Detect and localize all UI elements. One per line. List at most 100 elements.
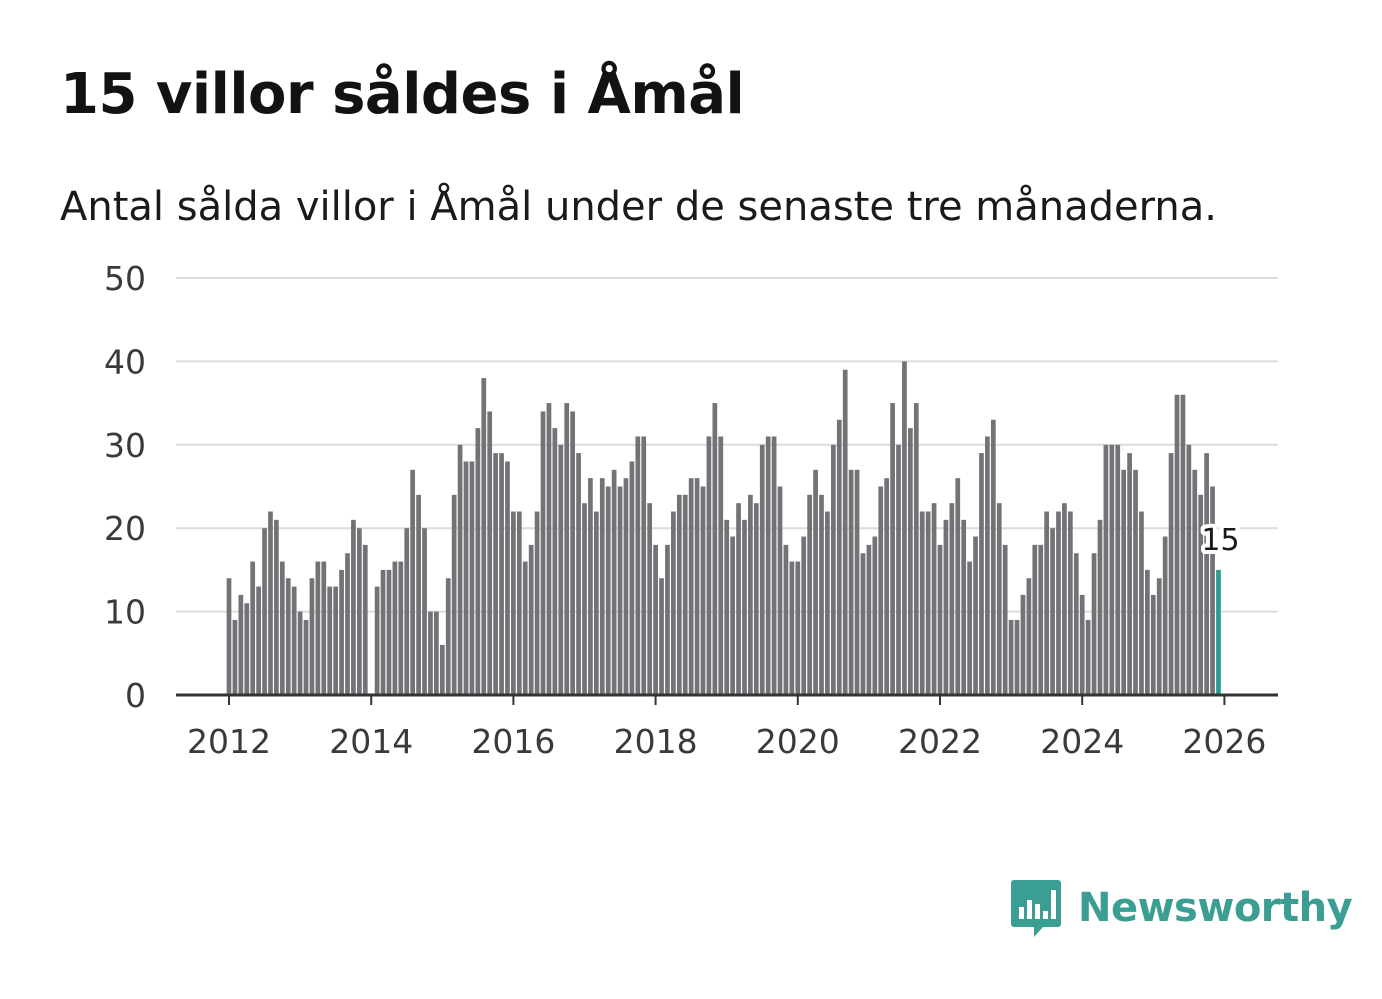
bar <box>937 544 943 695</box>
bar <box>1150 594 1156 695</box>
bar <box>1020 594 1026 695</box>
bar <box>327 586 333 695</box>
bar <box>1210 486 1215 695</box>
bar <box>807 494 813 695</box>
bar <box>1133 469 1138 695</box>
bar <box>813 469 818 695</box>
bar <box>505 461 510 695</box>
bar <box>522 561 528 695</box>
bar <box>540 411 546 695</box>
bar <box>232 619 238 695</box>
bar <box>943 519 949 695</box>
bar <box>274 519 279 695</box>
bar <box>439 644 445 695</box>
bar <box>511 511 516 695</box>
bar <box>1180 394 1186 695</box>
bar <box>1192 469 1198 695</box>
bar <box>830 444 836 695</box>
bar <box>1062 503 1067 695</box>
brand-logo[interactable]: Newsworthy <box>1010 878 1353 938</box>
bar <box>1115 444 1121 695</box>
bar <box>1044 511 1050 695</box>
highlight-value-label: 15 <box>1201 523 1239 558</box>
bar <box>1073 553 1079 695</box>
bar <box>996 503 1002 695</box>
bar <box>279 561 285 695</box>
bar <box>694 478 700 695</box>
bar <box>356 528 362 695</box>
bar <box>303 619 309 695</box>
bar <box>451 494 457 695</box>
bar <box>321 561 327 695</box>
bar <box>285 578 291 695</box>
bar <box>1026 578 1032 695</box>
bar <box>682 494 688 695</box>
bar <box>913 403 919 695</box>
bar <box>1091 553 1097 695</box>
bar <box>487 411 493 695</box>
bar <box>1067 511 1073 695</box>
bar <box>380 569 386 695</box>
bar <box>789 561 795 695</box>
bar <box>671 511 676 695</box>
bar <box>777 486 783 695</box>
bar <box>753 503 759 695</box>
bar <box>599 478 605 695</box>
bar <box>1103 444 1109 695</box>
bar <box>339 569 344 695</box>
y-tick-label: 20 <box>104 509 146 548</box>
x-tick-label: 2024 <box>1040 722 1124 761</box>
bar <box>576 453 581 695</box>
bar <box>552 428 558 695</box>
bar <box>931 503 937 695</box>
bar <box>955 478 961 695</box>
bar <box>1097 519 1103 695</box>
bar <box>736 503 741 695</box>
bar <box>1032 544 1038 695</box>
bar <box>611 469 617 695</box>
bar <box>469 461 475 695</box>
bar <box>801 536 807 695</box>
bar <box>860 553 866 695</box>
bar <box>1198 494 1204 695</box>
x-tick-label: 2014 <box>329 722 413 761</box>
bar <box>374 586 380 695</box>
bar <box>771 436 777 695</box>
bar <box>244 603 250 695</box>
bar <box>333 586 339 695</box>
bar <box>990 419 996 695</box>
bar <box>967 561 972 695</box>
bar <box>404 528 410 695</box>
bar <box>706 436 712 695</box>
bar <box>291 586 297 695</box>
bar <box>445 578 451 695</box>
bar <box>629 461 635 695</box>
bar <box>570 411 576 695</box>
x-tick-label: 2012 <box>187 722 271 761</box>
bar <box>635 436 641 695</box>
bar <box>309 578 315 695</box>
bar <box>268 511 273 695</box>
bars <box>226 361 1221 695</box>
bar <box>783 544 789 695</box>
bar <box>1014 619 1020 695</box>
bar <box>534 511 540 695</box>
bar <box>386 569 392 695</box>
bar <box>825 511 830 695</box>
chart-subtitle: Antal sålda villor i Åmål under de senas… <box>60 184 1217 230</box>
bar <box>1168 453 1174 695</box>
bar <box>759 444 765 695</box>
bar <box>1145 569 1150 695</box>
y-tick-label: 10 <box>104 593 146 632</box>
bar <box>345 553 350 695</box>
bar <box>428 611 433 695</box>
bar <box>605 486 611 695</box>
bar <box>641 436 647 695</box>
bar-highlight <box>1216 569 1221 695</box>
bar <box>765 436 771 695</box>
bar <box>463 461 469 695</box>
bar <box>250 561 256 695</box>
x-tick-label: 2020 <box>756 722 840 761</box>
y-tick-label: 50 <box>104 259 146 298</box>
